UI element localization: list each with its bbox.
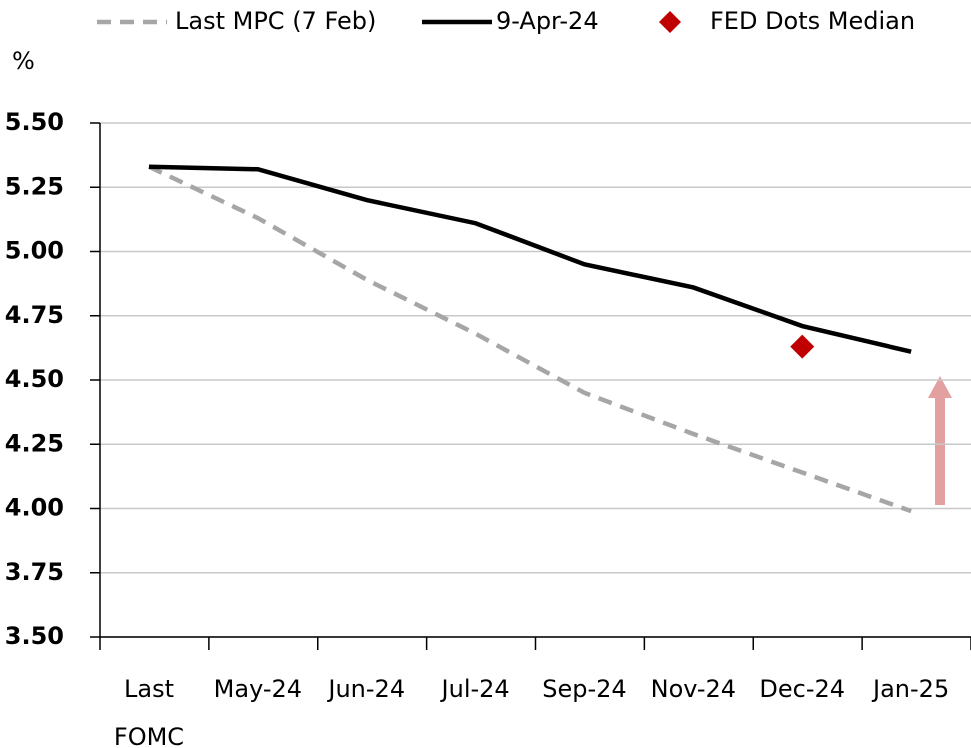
y-tick-label: 4.25 <box>5 429 64 457</box>
x-tick-label-line: FOMC <box>114 723 184 748</box>
y-tick-label: 5.25 <box>5 172 64 200</box>
x-tick-label: Sep-24 <box>542 675 626 703</box>
line <box>148 164 912 354</box>
y-tick-label: 5.50 <box>5 108 64 136</box>
x-tick-label: May-24 <box>214 675 302 703</box>
y-tick-label: 4.50 <box>5 365 64 393</box>
legend-item: Last MPC (7 Feb) <box>97 7 376 35</box>
x-tick-label: Dec-24 <box>759 675 845 703</box>
marker <box>790 334 815 359</box>
legend-label: FED Dots Median <box>710 7 915 35</box>
legend-item: 9-Apr-24 <box>422 7 599 35</box>
x-tick-label: Jul-24 <box>440 675 510 703</box>
x-tick-label: Nov-24 <box>651 675 736 703</box>
legend-item: FED Dots Median <box>659 7 915 35</box>
legend-label: Last MPC (7 Feb) <box>175 7 376 35</box>
marker <box>659 11 681 33</box>
x-tick-label: Last FOMC <box>114 675 184 748</box>
legend-label: 9-Apr-24 <box>496 7 599 35</box>
increase-arrow <box>928 376 952 505</box>
x-tick-label: Jan-25 <box>871 675 949 703</box>
y-tick-label: 5.00 <box>5 237 64 265</box>
line <box>148 164 912 514</box>
y-tick-label: 4.00 <box>5 494 64 522</box>
y-tick-label: 3.50 <box>5 622 64 650</box>
x-tick-label-line: Last <box>124 675 174 703</box>
y-axis-label: % <box>12 47 35 75</box>
x-tick-label: Jun-24 <box>326 675 405 703</box>
y-tick-label: 3.75 <box>5 558 64 586</box>
y-tick-label: 4.75 <box>5 301 64 329</box>
